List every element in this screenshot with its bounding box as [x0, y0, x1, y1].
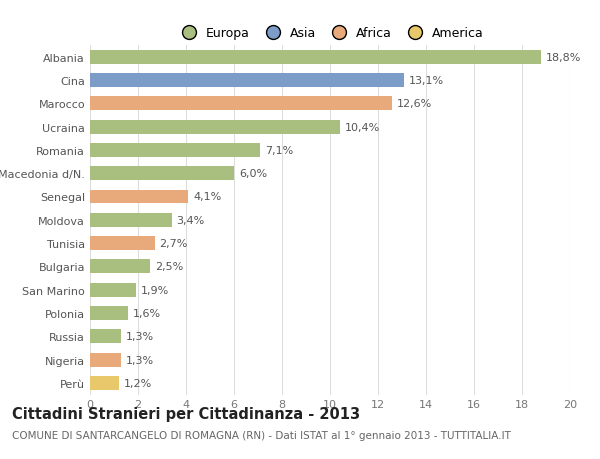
Bar	[90, 74, 404, 88]
Bar	[90, 50, 541, 65]
Bar	[90, 376, 119, 390]
Text: 18,8%: 18,8%	[546, 52, 581, 62]
Text: 10,4%: 10,4%	[344, 122, 380, 132]
Text: 7,1%: 7,1%	[265, 146, 293, 156]
Bar	[90, 144, 260, 157]
Bar	[90, 330, 121, 344]
Bar	[90, 167, 234, 181]
Bar	[90, 190, 188, 204]
Text: 2,7%: 2,7%	[160, 239, 188, 249]
Bar	[90, 120, 340, 134]
Text: 1,6%: 1,6%	[133, 308, 161, 319]
Bar	[90, 97, 392, 111]
Text: 1,3%: 1,3%	[126, 355, 154, 365]
Bar	[90, 236, 155, 251]
Text: 1,9%: 1,9%	[140, 285, 169, 295]
Text: 4,1%: 4,1%	[193, 192, 221, 202]
Bar	[90, 353, 121, 367]
Bar	[90, 260, 150, 274]
Bar	[90, 283, 136, 297]
Text: 3,4%: 3,4%	[176, 215, 205, 225]
Bar	[90, 213, 172, 227]
Text: 1,2%: 1,2%	[124, 378, 152, 388]
Text: 1,3%: 1,3%	[126, 331, 154, 341]
Legend: Europa, Asia, Africa, America: Europa, Asia, Africa, America	[173, 25, 487, 43]
Text: COMUNE DI SANTARCANGELO DI ROMAGNA (RN) - Dati ISTAT al 1° gennaio 2013 - TUTTIT: COMUNE DI SANTARCANGELO DI ROMAGNA (RN) …	[12, 430, 511, 440]
Text: 6,0%: 6,0%	[239, 169, 267, 179]
Text: Cittadini Stranieri per Cittadinanza - 2013: Cittadini Stranieri per Cittadinanza - 2…	[12, 406, 360, 421]
Text: 12,6%: 12,6%	[397, 99, 433, 109]
Bar	[90, 306, 128, 320]
Text: 2,5%: 2,5%	[155, 262, 183, 272]
Text: 13,1%: 13,1%	[409, 76, 445, 86]
